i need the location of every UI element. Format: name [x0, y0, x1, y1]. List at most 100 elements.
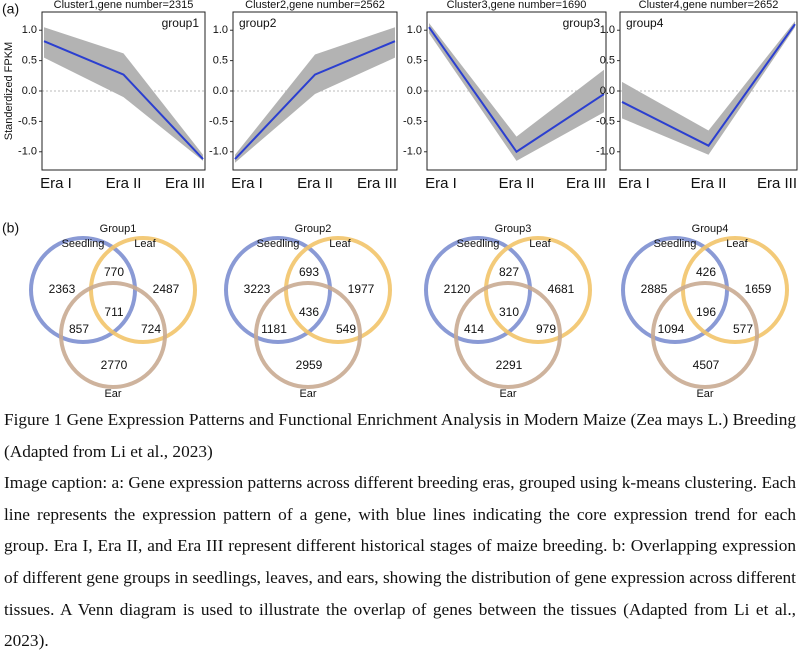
set-label: Ear [696, 388, 713, 400]
region-count: 827 [499, 265, 519, 279]
group-annotation: group1 [162, 16, 200, 30]
x-tick-label: Era II [106, 175, 142, 192]
range-band [622, 21, 795, 155]
set-label: Ear [104, 388, 121, 400]
plot-frame [619, 11, 798, 171]
y-tick-label: -1.0 [596, 146, 615, 158]
region-count: 979 [536, 322, 556, 336]
region-count: 3223 [244, 282, 271, 296]
group-annotation: group3 [563, 16, 601, 30]
region-count: 4681 [548, 282, 575, 296]
region-count: 577 [733, 322, 753, 336]
trend-line [43, 40, 204, 160]
region-count: 196 [696, 305, 716, 319]
group-annotation: group2 [239, 16, 277, 30]
region-count: 1977 [348, 282, 375, 296]
region-count: 2487 [153, 282, 180, 296]
set-label: Seedling [654, 238, 697, 250]
y-tick-label: 1.0 [407, 24, 422, 36]
set-label: Seedling [257, 238, 300, 250]
y-tick-label: 0.0 [600, 85, 615, 97]
x-tick-label: Era I [425, 175, 457, 192]
panel-label: (a) [2, 1, 19, 17]
seedling-circle [29, 236, 137, 344]
leaf-circle [681, 236, 789, 344]
set-label: Ear [299, 388, 316, 400]
y-tick-label: -0.5 [403, 115, 422, 127]
y-tick-label: -0.5 [209, 115, 228, 127]
region-count: 549 [336, 322, 356, 336]
x-tick-label: Era I [618, 175, 650, 192]
chart-title: Cluster4,gene number=2652 [639, 0, 779, 11]
set-label: Seedling [62, 238, 105, 250]
chart-title: Cluster3,gene number=1690 [447, 0, 587, 11]
y-tick-label: 0.0 [22, 85, 37, 97]
set-label: Leaf [726, 238, 748, 250]
range-band [235, 27, 395, 163]
region-count: 2363 [49, 282, 76, 296]
set-label: Leaf [329, 238, 351, 250]
venn-title: Group4 [692, 223, 729, 235]
region-count: 770 [104, 265, 124, 279]
x-tick-label: Era II [499, 175, 535, 192]
y-tick-label: -1.0 [403, 146, 422, 158]
y-tick-label: -1.0 [209, 146, 228, 158]
region-count: 1181 [261, 322, 287, 336]
y-tick-label: -0.5 [18, 115, 37, 127]
region-count: 1659 [745, 282, 772, 296]
venn-title: Group3 [495, 223, 532, 235]
x-tick-label: Era II [297, 175, 333, 192]
y-tick-label: 0.5 [600, 55, 615, 67]
region-count: 724 [141, 322, 161, 336]
set-label: Ear [499, 388, 516, 400]
leaf-circle [89, 236, 197, 344]
range-band [429, 22, 604, 161]
y-tick-label: 0.0 [213, 85, 228, 97]
y-tick-label: 0.5 [22, 55, 37, 67]
plot-frame [232, 11, 398, 171]
ear-circle [254, 281, 362, 389]
figure-caption: Image caption: a: Gene expression patter… [4, 473, 796, 651]
x-tick-label: Era III [566, 175, 606, 192]
seedling-circle [621, 236, 729, 344]
region-count: 2291 [496, 358, 523, 372]
trend-line [428, 26, 605, 154]
leaf-circle [484, 236, 592, 344]
region-count: 1094 [658, 322, 685, 336]
caption: Figure 1 Gene Expression Patterns and Fu… [4, 404, 796, 657]
plot-frame [41, 11, 206, 171]
trend-line [234, 40, 396, 160]
x-tick-label: Era III [757, 175, 797, 192]
region-count: 2770 [101, 358, 128, 372]
region-count: 414 [464, 322, 484, 336]
x-tick-label: Era I [40, 175, 72, 192]
group-annotation: group4 [626, 16, 664, 30]
ear-circle [454, 281, 562, 389]
region-count: 857 [69, 322, 89, 336]
region-count: 4507 [693, 358, 720, 372]
y-tick-label: 1.0 [600, 24, 615, 36]
x-tick-label: Era III [357, 175, 397, 192]
set-label: Leaf [134, 238, 156, 250]
plot-frame [426, 11, 607, 171]
seedling-circle [224, 236, 332, 344]
chart-title: Cluster2,gene number=2562 [245, 0, 385, 11]
trend-line [621, 23, 796, 147]
y-tick-label: 0.5 [407, 55, 422, 67]
region-count: 693 [299, 265, 319, 279]
y-tick-label: 1.0 [22, 24, 37, 36]
region-count: 310 [499, 305, 519, 319]
leaf-circle [284, 236, 392, 344]
set-label: Seedling [457, 238, 500, 250]
region-count: 2885 [641, 282, 668, 296]
region-count: 711 [104, 305, 123, 319]
set-label: Leaf [529, 238, 551, 250]
y-tick-label: 0.0 [407, 85, 422, 97]
figure-title: Figure 1 Gene Expression Patterns and Fu… [4, 410, 796, 461]
ear-circle [59, 281, 167, 389]
region-count: 426 [696, 265, 716, 279]
region-count: 436 [299, 305, 319, 319]
y-tick-label: 0.5 [213, 55, 228, 67]
range-band [44, 27, 203, 161]
